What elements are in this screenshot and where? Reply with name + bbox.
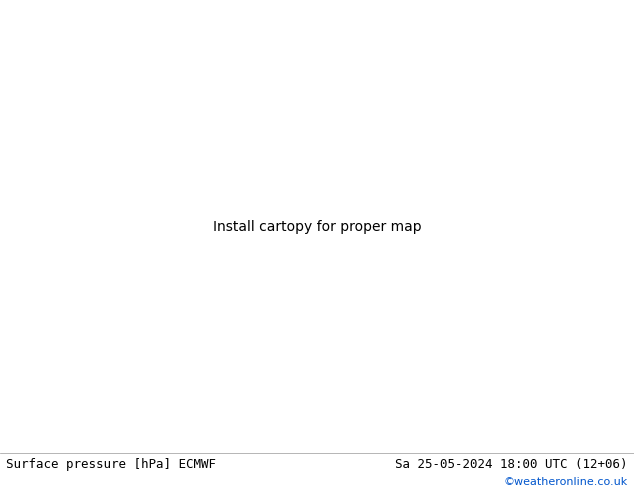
Text: Surface pressure [hPa] ECMWF: Surface pressure [hPa] ECMWF xyxy=(6,458,216,471)
Text: ©weatheronline.co.uk: ©weatheronline.co.uk xyxy=(503,477,628,487)
Text: Sa 25-05-2024 18:00 UTC (12+06): Sa 25-05-2024 18:00 UTC (12+06) xyxy=(395,458,628,471)
Text: Install cartopy for proper map: Install cartopy for proper map xyxy=(212,220,422,234)
